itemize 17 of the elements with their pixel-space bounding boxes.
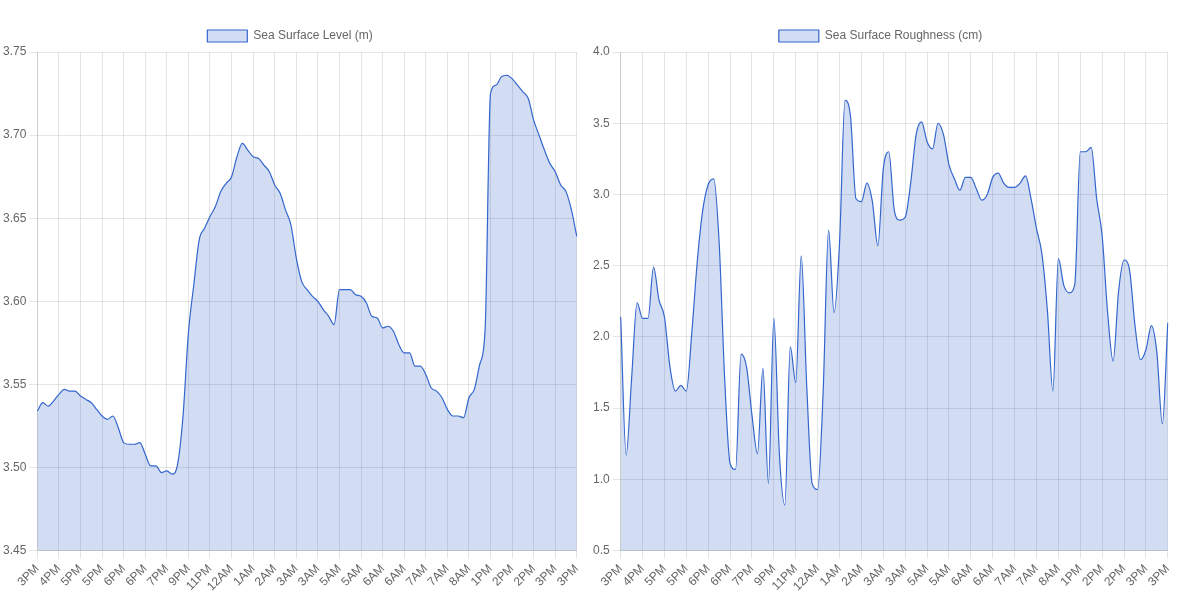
y-tick-label: 3.0 xyxy=(592,186,610,201)
y-tick-label: 3.75 xyxy=(3,44,27,59)
y-tick-label: 2.5 xyxy=(592,258,610,273)
y-tick-label: 3.5 xyxy=(592,115,610,130)
y-tick-label: 1.5 xyxy=(592,400,610,415)
legend-label: Sea Surface Level (m) xyxy=(253,28,373,43)
legend-label: Sea Surface Roughness (cm) xyxy=(824,28,983,43)
y-tick-label: 3.55 xyxy=(3,376,27,391)
y-tick-label: 1.0 xyxy=(592,471,610,486)
y-tick-label: 3.60 xyxy=(3,293,27,308)
y-tick-label: 3.70 xyxy=(3,127,27,142)
y-tick-label: 3.45 xyxy=(3,542,27,557)
y-tick-label: 3.50 xyxy=(3,459,27,474)
y-tick-label: 2.0 xyxy=(592,329,610,344)
y-tick-label: 4.0 xyxy=(592,44,610,59)
y-tick-label: 3.65 xyxy=(3,210,27,225)
y-tick-label: 0.5 xyxy=(592,542,610,557)
